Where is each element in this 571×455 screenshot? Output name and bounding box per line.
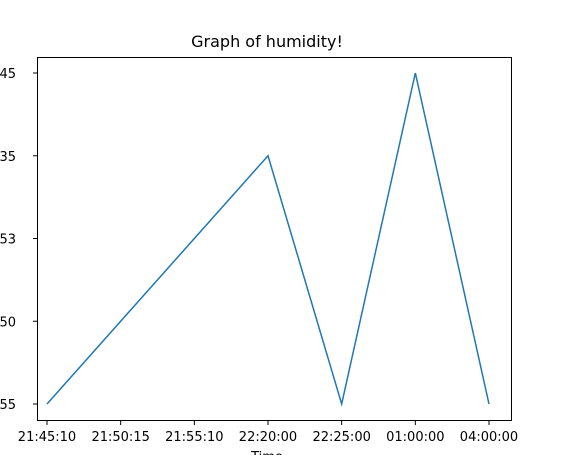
y-tick-label: 53 <box>0 233 16 248</box>
chart-title: Graph of humidity! <box>191 32 343 51</box>
x-axis-label: Time <box>250 450 283 455</box>
y-tick-label: 35 <box>0 150 16 165</box>
x-tick-label: 21:45:10 <box>18 430 76 445</box>
x-tick-label: 21:55:10 <box>165 430 223 445</box>
x-tick-label: 04:00:00 <box>460 430 518 445</box>
x-tick-label: 22:20:00 <box>239 430 297 445</box>
y-tick-label: 50 <box>0 315 16 330</box>
x-tick-label: 01:00:00 <box>386 430 444 445</box>
line <box>46 72 490 407</box>
y-tick-label: 55 <box>0 398 16 413</box>
y-tick-label: 45 <box>0 67 16 82</box>
x-tick-label: 21:50:15 <box>91 430 149 445</box>
x-tick-label: 22:25:00 <box>312 430 370 445</box>
